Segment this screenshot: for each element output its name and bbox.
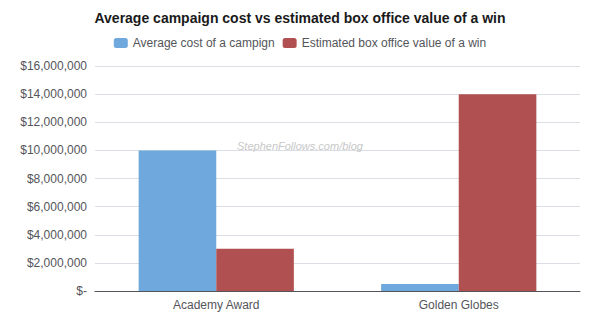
svg-text:$10,000,000: $10,000,000 [20, 143, 87, 157]
svg-text:Golden Globes: Golden Globes [419, 298, 499, 312]
svg-text:$8,000,000: $8,000,000 [27, 172, 87, 186]
svg-text:$2,000,000: $2,000,000 [27, 256, 87, 270]
svg-text:Estimated box office value of: Estimated box office value of a win [302, 36, 487, 50]
svg-text:$14,000,000: $14,000,000 [20, 87, 87, 101]
svg-text:Average cost of a campign: Average cost of a campign [133, 36, 275, 50]
svg-text:$-: $- [76, 284, 87, 298]
svg-text:Academy Award: Academy Award [173, 298, 260, 312]
svg-text:Average campaign cost vs estim: Average campaign cost vs estimated box o… [94, 10, 505, 26]
svg-text:StephenFollows.com/blog: StephenFollows.com/blog [237, 140, 364, 152]
svg-text:$4,000,000: $4,000,000 [27, 228, 87, 242]
svg-text:$6,000,000: $6,000,000 [27, 200, 87, 214]
svg-text:$16,000,000: $16,000,000 [20, 59, 87, 73]
svg-text:$12,000,000: $12,000,000 [20, 115, 87, 129]
